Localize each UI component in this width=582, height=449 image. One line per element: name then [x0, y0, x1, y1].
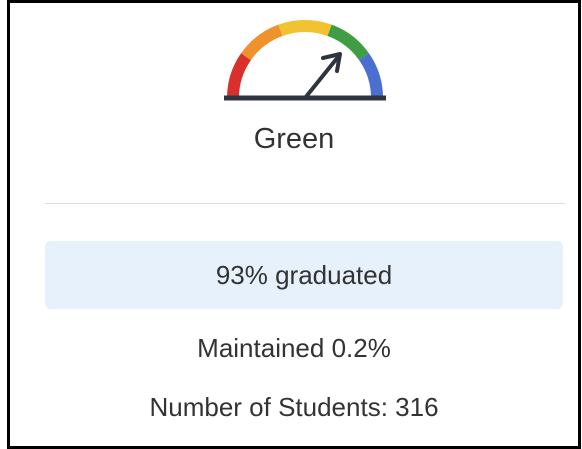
card: Green 93% graduated Maintained 0.2% Numb… — [7, 0, 581, 449]
change-label: Maintained 0.2% — [197, 333, 391, 363]
student-count: Number of Students: 316 — [149, 392, 439, 422]
gauge-green — [327, 24, 369, 61]
gauge-arrowhead — [321, 52, 342, 73]
gauge-yellow — [278, 19, 332, 37]
graduation-rate: 93% graduated — [45, 241, 563, 309]
gauge-orange — [241, 24, 283, 61]
gauge-icon — [224, 19, 386, 101]
gauge-red — [226, 53, 252, 99]
gauge-blue — [358, 53, 384, 99]
gauge-needle — [303, 55, 340, 100]
status-label: Green — [253, 123, 335, 155]
divider — [45, 203, 565, 204]
